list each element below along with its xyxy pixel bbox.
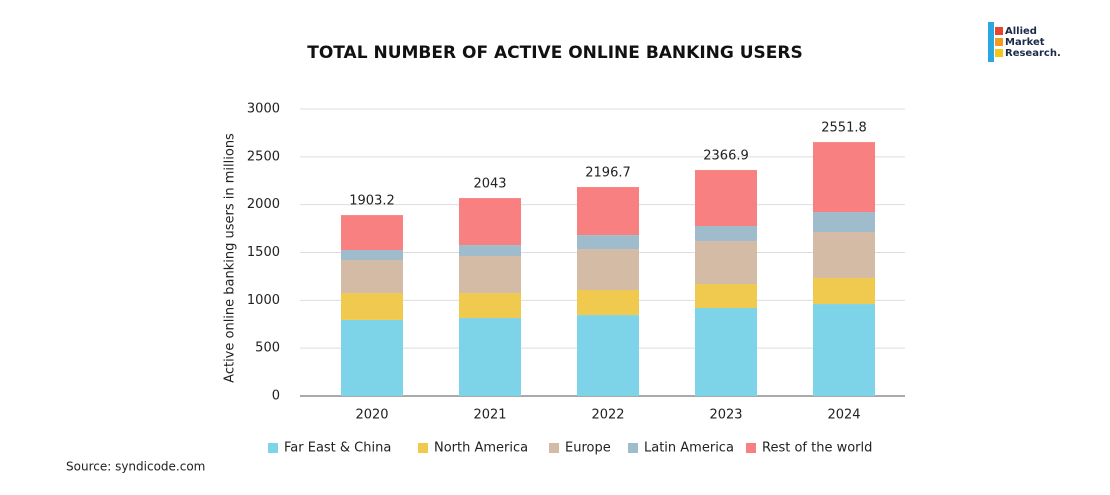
total-label: 2551.8 bbox=[821, 121, 867, 136]
chart-title: TOTAL NUMBER OF ACTIVE ONLINE BANKING US… bbox=[307, 43, 803, 63]
legend-label: North America bbox=[434, 441, 528, 456]
bar-segment bbox=[459, 198, 521, 246]
bar-segment bbox=[695, 226, 757, 242]
bar-segment bbox=[341, 260, 403, 294]
bar-segment bbox=[695, 241, 757, 285]
bar-segment bbox=[459, 245, 521, 257]
logo-box bbox=[995, 27, 1003, 35]
legend-swatch bbox=[268, 443, 278, 453]
total-label: 1903.2 bbox=[349, 194, 395, 209]
bar-segment bbox=[459, 318, 521, 396]
y-tick-label: 2000 bbox=[247, 197, 280, 212]
bar-segment bbox=[695, 284, 757, 308]
y-axis-label: Active online banking users in millions bbox=[223, 133, 238, 383]
bar-segment bbox=[813, 304, 875, 396]
legend-swatch bbox=[549, 443, 559, 453]
logo-text: Allied bbox=[1005, 26, 1037, 37]
legend-label: Latin America bbox=[644, 441, 734, 456]
bar-segment bbox=[577, 315, 639, 396]
x-tick-label: 2020 bbox=[355, 408, 388, 423]
bar-segment bbox=[695, 170, 757, 227]
logo: Allied Market Research. bbox=[988, 22, 1061, 62]
bar-segment bbox=[341, 250, 403, 261]
bar-segment bbox=[459, 293, 521, 319]
total-label: 2043 bbox=[473, 177, 506, 192]
bar-segment bbox=[459, 256, 521, 294]
x-tick-label: 2021 bbox=[473, 408, 506, 423]
legend-label: Far East & China bbox=[284, 441, 391, 456]
logo-text: Market bbox=[1005, 37, 1045, 48]
y-tick-label: 3000 bbox=[247, 102, 280, 117]
total-label: 2196.7 bbox=[585, 166, 631, 181]
logo-box bbox=[995, 38, 1003, 46]
logo-box bbox=[995, 49, 1003, 57]
bar-segment bbox=[577, 235, 639, 250]
legend-label: Europe bbox=[565, 441, 611, 456]
legend-swatch bbox=[746, 443, 756, 453]
total-label: 2366.9 bbox=[703, 149, 749, 164]
bar-segment bbox=[695, 307, 757, 396]
x-tick-label: 2023 bbox=[709, 408, 742, 423]
bar-segment bbox=[813, 212, 875, 233]
source: Source: syndicode.com bbox=[66, 460, 205, 474]
x-tick-label: 2022 bbox=[591, 408, 624, 423]
bar-segment bbox=[813, 278, 875, 305]
logo-text: Research. bbox=[1005, 48, 1061, 59]
y-tick-label: 0 bbox=[272, 389, 280, 404]
y-tick-label: 2500 bbox=[247, 149, 280, 164]
bar-segment bbox=[813, 142, 875, 213]
bar-segment bbox=[341, 293, 403, 320]
bar-segment bbox=[577, 187, 639, 236]
y-tick-label: 500 bbox=[255, 341, 280, 356]
legend-swatch bbox=[628, 443, 638, 453]
legend-swatch bbox=[418, 443, 428, 453]
bar-segment bbox=[577, 290, 639, 316]
bar-segment bbox=[341, 215, 403, 251]
y-tick-label: 1000 bbox=[247, 293, 280, 308]
bar-segment bbox=[813, 232, 875, 279]
logo-bar bbox=[988, 22, 994, 62]
x-tick-label: 2024 bbox=[827, 408, 860, 423]
y-tick-label: 1500 bbox=[247, 245, 280, 260]
legend-label: Rest of the world bbox=[762, 441, 872, 456]
bar-segment bbox=[341, 319, 403, 396]
bar-segment bbox=[577, 249, 639, 291]
